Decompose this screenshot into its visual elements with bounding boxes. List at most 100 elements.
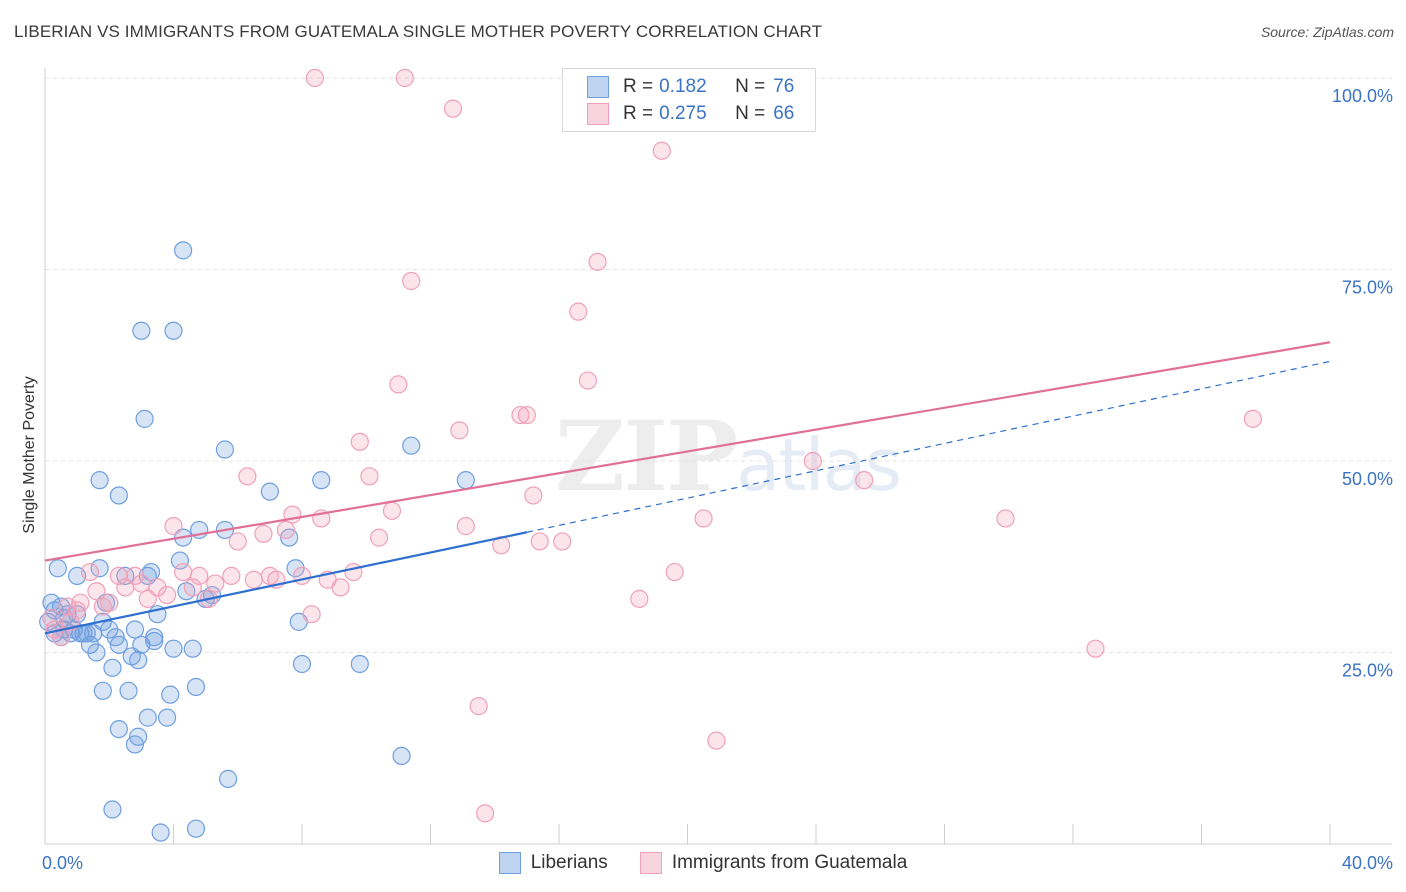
point-liberians [174, 241, 193, 260]
point-guatemala [360, 467, 379, 486]
point-guatemala [389, 375, 408, 394]
y-tick-label: 50.0% [1342, 469, 1393, 489]
point-guatemala [350, 432, 369, 451]
point-liberians [145, 628, 164, 647]
point-guatemala [530, 532, 549, 551]
point-guatemala [276, 520, 296, 540]
legend-item-liberians[interactable]: Liberians [498, 852, 608, 874]
point-guatemala [71, 593, 90, 612]
y-axis-label: Single Mother Poverty [21, 376, 38, 533]
point-guatemala [238, 467, 257, 486]
chart-title: LIBERIAN VS IMMIGRANTS FROM GUATEMALA SI… [14, 22, 823, 41]
point-liberians [164, 639, 183, 658]
point-guatemala [51, 628, 71, 647]
point-liberians [350, 654, 369, 674]
n-value: 66 [773, 103, 795, 124]
y-tick-label: 75.0% [1342, 278, 1393, 298]
point-liberians [312, 471, 331, 490]
trend-extension-liberians [526, 360, 1331, 533]
point-guatemala [469, 697, 488, 716]
tick-labels: 25.0% 50.0% 75.0% 100.0% 0.0% 40.0% [42, 86, 1393, 873]
point-guatemala [1243, 409, 1263, 428]
point-guatemala [476, 804, 495, 823]
series-legend: Liberians Immigrants from Guatemala [0, 852, 1406, 874]
point-guatemala [206, 574, 225, 593]
point-guatemala [222, 566, 241, 586]
point-guatemala [331, 578, 350, 597]
point-guatemala [511, 405, 530, 425]
legend-item-guatemala[interactable]: Immigrants from Guatemala [639, 852, 908, 874]
point-guatemala [292, 566, 312, 586]
point-liberians [129, 727, 148, 746]
point-guatemala [157, 585, 177, 605]
point-guatemala [694, 509, 713, 528]
point-guatemala [174, 562, 193, 582]
point-guatemala [652, 141, 671, 160]
point-guatemala [305, 68, 324, 88]
point-guatemala [302, 605, 321, 624]
point-guatemala [395, 68, 414, 88]
point-guatemala [370, 528, 389, 547]
point-liberians [87, 643, 106, 662]
point-liberians [402, 436, 421, 455]
trend-lines [44, 341, 1331, 635]
point-guatemala [524, 486, 543, 505]
point-guatemala [80, 562, 100, 582]
stats-row-liberians: R = 0.182 N = 76 [587, 75, 794, 99]
point-guatemala [578, 371, 598, 390]
point-liberians [109, 486, 128, 505]
point-liberians [129, 651, 148, 670]
point-liberians [392, 746, 411, 766]
point-liberians [135, 409, 154, 428]
point-liberians [456, 471, 475, 490]
point-guatemala [517, 405, 536, 425]
watermark: ZIPatlas [555, 400, 902, 513]
point-liberians [132, 321, 151, 340]
point-guatemala [456, 517, 475, 536]
legend-swatch-liberians [498, 852, 521, 874]
point-guatemala [190, 566, 209, 586]
point-guatemala [803, 451, 822, 471]
point-guatemala [569, 302, 588, 321]
trend-line-liberians [44, 531, 528, 635]
point-liberians [170, 551, 190, 570]
legend-swatch-guatemala [587, 103, 609, 125]
point-liberians [125, 620, 145, 639]
y-tick-label: 100.0% [1332, 86, 1393, 106]
trend-line-guatemala [44, 341, 1331, 562]
point-guatemala [183, 578, 202, 597]
point-liberians [48, 559, 67, 578]
point-guatemala [42, 608, 61, 628]
r-value: 0.275 [659, 103, 707, 124]
point-liberians [103, 800, 122, 819]
point-liberians [109, 719, 128, 739]
stats-legend: R = 0.182 N = 76 R = 0.275 N = 66 [562, 68, 816, 132]
point-guatemala [665, 562, 684, 582]
point-guatemala [228, 532, 247, 551]
point-guatemala [100, 593, 119, 612]
point-guatemala [402, 271, 421, 291]
axes [44, 68, 1392, 845]
legend-swatch-liberians [587, 76, 609, 98]
point-liberians [186, 677, 206, 697]
r-value: 0.182 [659, 76, 707, 97]
point-guatemala [553, 532, 572, 551]
point-guatemala [443, 99, 463, 118]
point-guatemala [164, 517, 183, 536]
point-liberians [161, 685, 180, 704]
legend-label-guatemala: Immigrants from Guatemala [671, 852, 908, 873]
n-label: N = [735, 103, 766, 124]
point-guatemala [254, 524, 273, 543]
watermark-zip: ZIP [555, 400, 738, 513]
point-liberians [183, 639, 202, 658]
point-liberians [260, 482, 279, 501]
point-guatemala [109, 566, 128, 586]
point-guatemala [450, 421, 469, 440]
point-guatemala [244, 570, 263, 589]
point-liberians [145, 631, 164, 651]
r-label: R = [623, 76, 654, 97]
point-guatemala [855, 471, 874, 490]
point-liberians [164, 321, 183, 340]
point-liberians [103, 658, 122, 677]
